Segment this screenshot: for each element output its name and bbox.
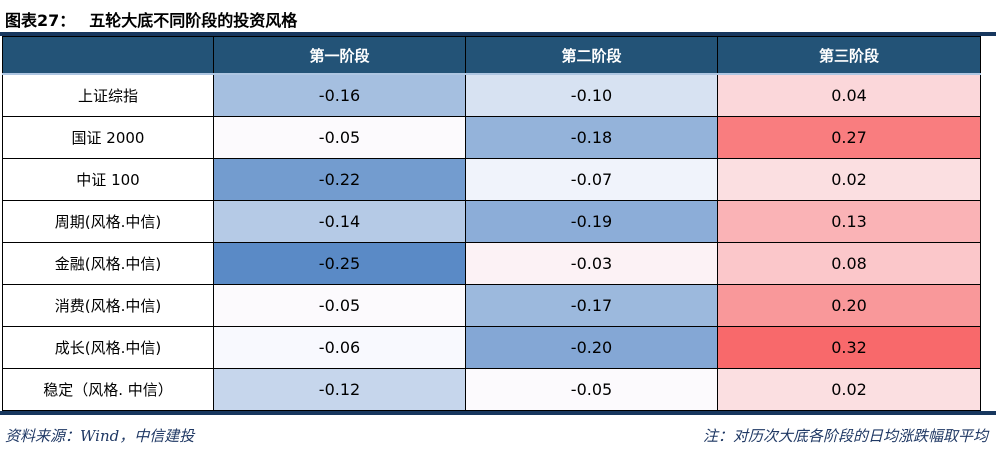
chart-exhibit-label: 图表27： [5, 11, 76, 30]
heatmap-cell: -0.19 [465, 200, 718, 243]
heatmap-cell: 0.13 [717, 200, 981, 243]
heatmap-cell: -0.20 [465, 326, 718, 369]
heatmap-cell: -0.18 [465, 116, 718, 159]
row-label: 上证综指 [2, 73, 214, 117]
heatmap-cell: -0.17 [465, 284, 718, 327]
column-header-stage-2: 第二阶段 [465, 36, 718, 75]
row-label: 中证 100 [2, 158, 214, 201]
table-corner-cell [2, 36, 214, 75]
heatmap-cell: 0.08 [717, 242, 981, 285]
heatmap-cell: 0.32 [717, 326, 981, 369]
heatmap-cell: -0.12 [213, 368, 466, 411]
source-note: 资料来源：Wind，中信建投 [5, 427, 195, 445]
table-row: 上证综指 -0.16 -0.10 0.04 [2, 73, 981, 117]
heatmap-cell: -0.10 [465, 73, 718, 117]
chart-title: 图表27： 五轮大底不同阶段的投资风格 [0, 0, 996, 32]
footer: 资料来源：Wind，中信建投 注：对历次大底各阶段的日均涨跌幅取平均 [0, 415, 996, 446]
table-body: 上证综指 -0.16 -0.10 0.04 国证 2000 -0.05 -0.18 0.27 中… [2, 73, 981, 411]
table-row: 金融(风格.中信) -0.25 -0.03 0.08 [2, 242, 981, 285]
heatmap-cell: -0.22 [213, 158, 466, 201]
row-label: 稳定（风格. 中信） [2, 368, 214, 411]
heatmap-cell: -0.16 [213, 73, 466, 117]
heatmap-table: 第一阶段 第二阶段 第三阶段 上证综指 -0.16 -0.10 0.04 国证 2000 -0… [2, 36, 981, 411]
heatmap-cell: 0.04 [717, 73, 981, 117]
heatmap-cell: -0.05 [213, 116, 466, 159]
heatmap-cell: 0.20 [717, 284, 981, 327]
heatmap-cell: -0.03 [465, 242, 718, 285]
method-note: 注：对历次大底各阶段的日均涨跌幅取平均 [702, 427, 988, 445]
row-label: 国证 2000 [2, 116, 214, 159]
row-label: 成长(风格.中信) [2, 326, 214, 369]
top-rule [0, 32, 996, 36]
header-row: 第一阶段 第二阶段 第三阶段 [2, 36, 981, 75]
row-label: 消费(风格.中信) [2, 284, 214, 327]
heatmap-cell: -0.14 [213, 200, 466, 243]
bottom-rule [0, 411, 996, 415]
table-row: 稳定（风格. 中信） -0.12 -0.05 0.02 [2, 368, 981, 411]
heatmap-cell: -0.25 [213, 242, 466, 285]
table-row: 周期(风格.中信) -0.14 -0.19 0.13 [2, 200, 981, 243]
column-header-stage-3: 第三阶段 [717, 36, 981, 75]
column-header-stage-1: 第一阶段 [213, 36, 466, 75]
heatmap-cell: 0.02 [717, 368, 981, 411]
heatmap-cell: -0.05 [465, 368, 718, 411]
table-row: 消费(风格.中信) -0.05 -0.17 0.20 [2, 284, 981, 327]
heatmap-cell: 0.27 [717, 116, 981, 159]
heatmap-cell: -0.05 [213, 284, 466, 327]
heatmap-cell: -0.07 [465, 158, 718, 201]
row-label: 金融(风格.中信) [2, 242, 214, 285]
chart-title-text: 五轮大底不同阶段的投资风格 [89, 11, 298, 30]
heatmap-cell: -0.06 [213, 326, 466, 369]
table-row: 国证 2000 -0.05 -0.18 0.27 [2, 116, 981, 159]
table-row: 中证 100 -0.22 -0.07 0.02 [2, 158, 981, 201]
table-row: 成长(风格.中信) -0.06 -0.20 0.32 [2, 326, 981, 369]
heatmap-cell: 0.02 [717, 158, 981, 201]
row-label: 周期(风格.中信) [2, 200, 214, 243]
